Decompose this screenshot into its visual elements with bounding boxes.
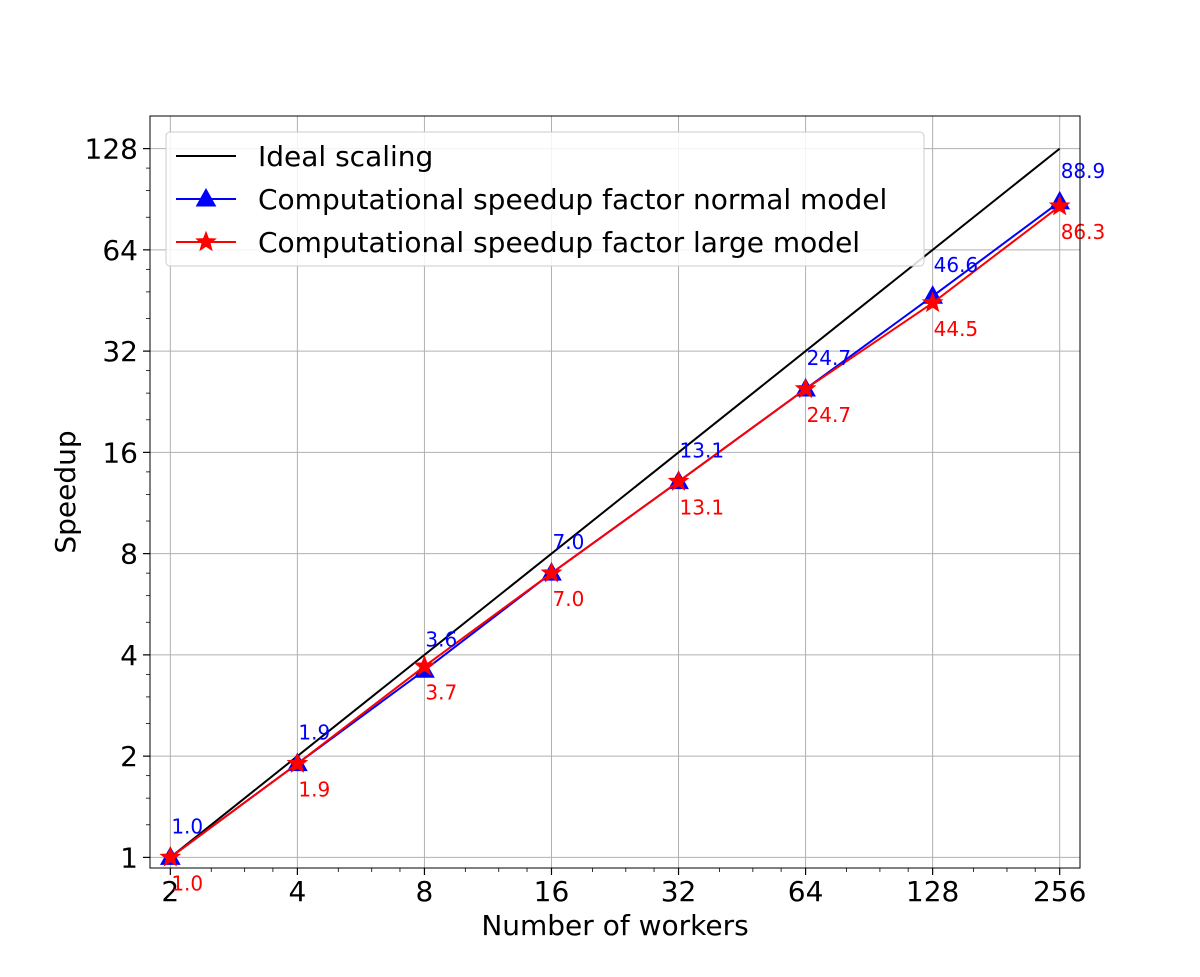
series-3-data-label: 1.0 xyxy=(171,871,203,895)
series-3-line xyxy=(169,205,1061,859)
series-3-point xyxy=(159,845,182,867)
series-3-data-label: 1.9 xyxy=(298,778,330,802)
series-3-point xyxy=(540,561,563,583)
data-labels: 1.0 1.9 3.6 7.0 13.1 24.7 46.6 88.9 1.0 1.9 3.7 7.0… xyxy=(171,159,1105,896)
plot-frame xyxy=(149,115,1081,869)
series-3-point xyxy=(1048,194,1071,216)
y-tick-label: 1 xyxy=(120,841,138,874)
y-tick-label: 8 xyxy=(120,538,138,571)
legend: Ideal scaling Computational speedup facto… xyxy=(165,131,925,267)
series-layer xyxy=(159,147,1071,867)
x-tick-label: 8 xyxy=(416,875,434,908)
series-3-point xyxy=(794,377,817,399)
series-3-data-label: 24.7 xyxy=(807,403,852,427)
series-2-data-label: 88.9 xyxy=(1061,159,1106,183)
x-tick-label: 128 xyxy=(906,875,959,908)
series-2-data-label: 1.0 xyxy=(171,814,203,838)
y-tick-label: 64 xyxy=(102,234,138,267)
y-tick-label: 2 xyxy=(120,740,138,773)
series-3-point xyxy=(921,291,944,313)
series-3-point xyxy=(286,752,309,773)
series-2-data-label: 7.0 xyxy=(552,530,584,554)
series-1-line xyxy=(169,147,1061,859)
legend-entry-1-label: Ideal scaling xyxy=(258,140,433,173)
series-2-data-label: 24.7 xyxy=(807,346,852,370)
y-tick-label: 16 xyxy=(102,436,138,469)
x-tick-label: 64 xyxy=(788,875,824,908)
series-3-point xyxy=(667,470,690,491)
x-tick-label: 4 xyxy=(288,875,306,908)
series-3-data-label: 44.5 xyxy=(934,317,979,341)
y-tick-label: 128 xyxy=(85,133,138,166)
y-axis-label: Speedup xyxy=(49,430,82,553)
legend-box xyxy=(165,131,925,267)
series-3-data-label: 13.1 xyxy=(680,496,725,520)
series-2-data-label: 46.6 xyxy=(934,253,979,277)
legend-entry-3-label: Computational speedup factor large model xyxy=(258,226,860,259)
y-tick-label: 32 xyxy=(102,335,138,368)
x-tick-label: 32 xyxy=(661,875,697,908)
legend-entry-2-marker xyxy=(195,187,217,207)
series-2-data-label: 3.6 xyxy=(425,627,457,651)
series-2-data-label: 13.1 xyxy=(680,439,725,463)
y-tick-label: 4 xyxy=(120,639,138,672)
x-axis-label: Number of workers xyxy=(481,909,748,942)
series-3-data-label: 86.3 xyxy=(1061,220,1106,244)
series-2-data-label: 1.9 xyxy=(298,721,330,745)
series-3-data-label: 3.7 xyxy=(425,680,457,704)
legend-entry-2-label: Computational speedup factor normal mode… xyxy=(258,183,887,216)
series-3-data-label: 7.0 xyxy=(552,587,584,611)
series-3-point xyxy=(413,654,436,676)
x-tick-label: 16 xyxy=(534,875,570,908)
x-tick-label: 2 xyxy=(161,875,179,908)
legend-entry-3-marker xyxy=(195,230,217,252)
x-tick-label: 256 xyxy=(1033,875,1086,908)
